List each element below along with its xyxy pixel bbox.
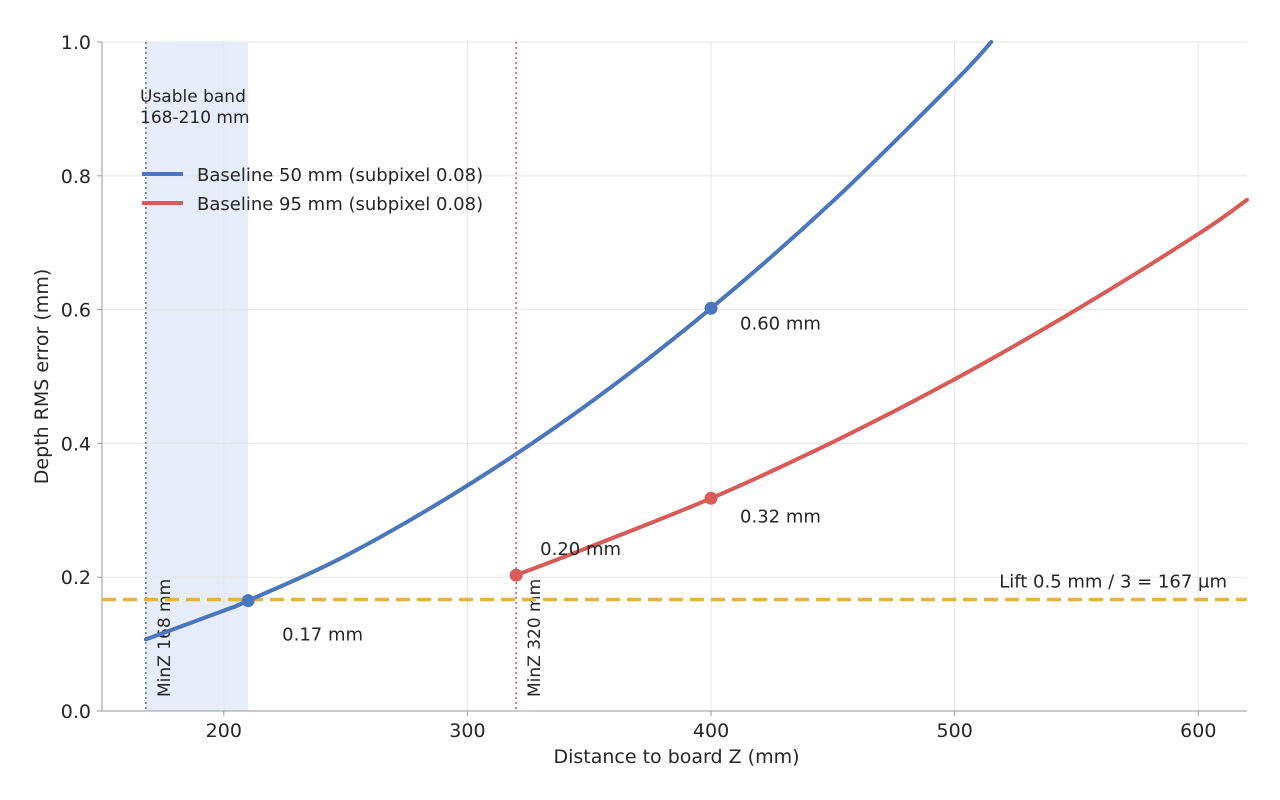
y-tick-label: 0.4 <box>61 433 91 455</box>
y-tick-label: 0.0 <box>61 701 91 723</box>
legend-label: Baseline 95 mm (subpixel 0.08) <box>197 194 483 215</box>
data-point <box>704 491 718 505</box>
point-value-label: 0.60 mm <box>740 313 821 334</box>
data-point <box>704 301 718 315</box>
y-tick-label: 0.2 <box>61 567 91 589</box>
x-tick-label: 300 <box>449 720 485 742</box>
data-point <box>509 568 523 582</box>
y-tick-label: 0.8 <box>61 166 91 188</box>
minz-label: MinZ 320 mm <box>525 579 545 697</box>
point-value-label: 0.32 mm <box>740 506 821 527</box>
y-axis-title: Depth RMS error (mm) <box>31 269 53 485</box>
legend-label: Baseline 50 mm (subpixel 0.08) <box>197 165 483 186</box>
x-tick-label: 400 <box>693 720 729 742</box>
x-tick-label: 600 <box>1180 720 1216 742</box>
data-point <box>241 594 255 608</box>
y-tick-label: 1.0 <box>61 32 91 54</box>
series-line-2 <box>514 197 1249 578</box>
minz-label: MinZ 168 mm <box>155 579 175 697</box>
point-value-label: 0.20 mm <box>540 539 621 560</box>
band-label-line1: Usable band <box>140 87 246 107</box>
y-tick-label: 0.6 <box>61 300 91 322</box>
point-value-label: 0.17 mm <box>282 625 363 646</box>
x-tick-label: 500 <box>937 720 973 742</box>
series-line-1 <box>143 40 994 642</box>
x-axis-title: Distance to board Z (mm) <box>553 746 799 768</box>
band-label-line2: 168-210 mm <box>140 108 250 128</box>
x-tick-label: 200 <box>206 720 242 742</box>
lift-threshold-label: Lift 0.5 mm / 3 = 167 µm <box>999 571 1227 592</box>
